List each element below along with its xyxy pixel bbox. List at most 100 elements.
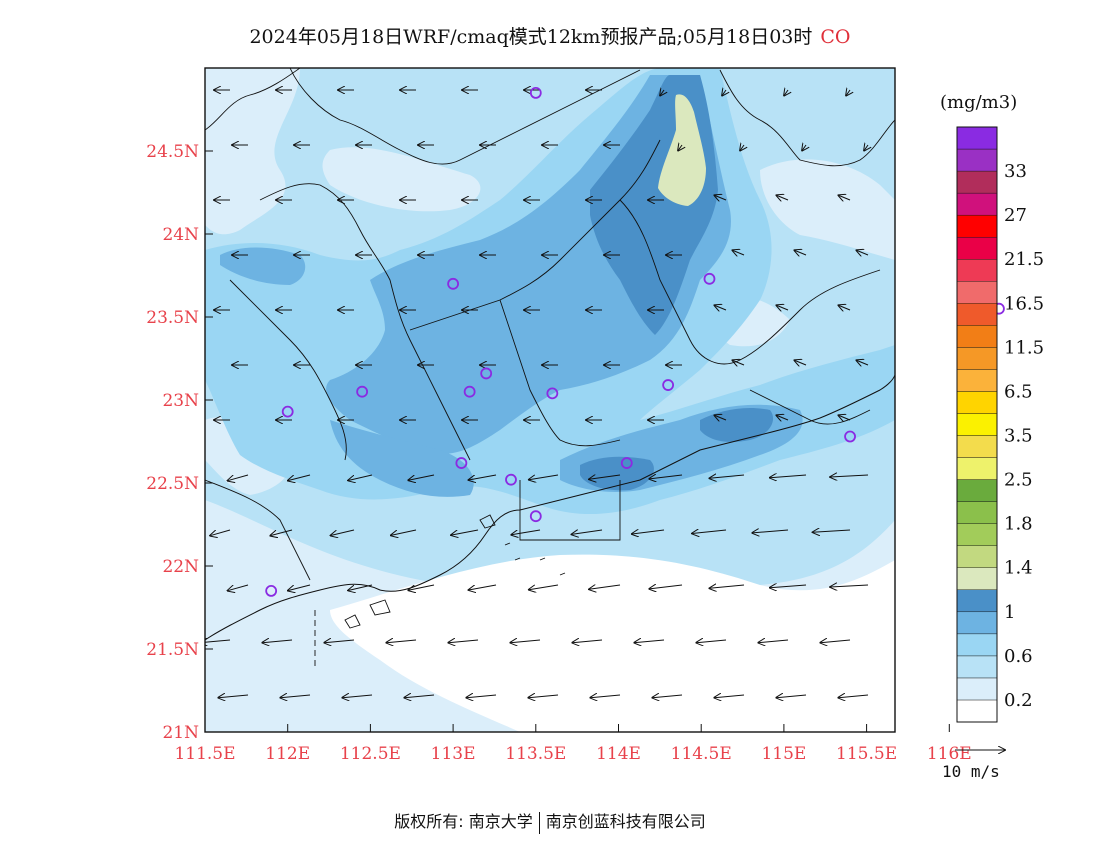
colorbar-labels: 0.2 0.6 1 1.4 1.8 2.5 3.5 6.5 11.5 16.5 21.5 27 33: [1004, 161, 1044, 711]
colorbar-swatch: [956, 126, 998, 150]
colorbar-swatch: [956, 611, 998, 635]
colorbar-swatch: [956, 545, 998, 568]
wind-vector-arrow: [342, 695, 373, 698]
wind-vector-arrow: [776, 195, 789, 200]
colorbar-swatch: [956, 214, 998, 238]
wind-vector-arrow: [528, 695, 559, 698]
wind-vector-arrow: [714, 195, 727, 200]
wind-vector-arrow: [714, 415, 727, 420]
lon-tick-label: 112E: [265, 744, 310, 764]
wind-vector-arrow: [838, 415, 851, 420]
coastline: [205, 374, 895, 641]
wind-vector-arrow: [210, 529, 231, 536]
wind-vector-arrow: [710, 585, 745, 588]
monitoring-station-marker: [356, 385, 369, 398]
wind-vector-arrow: [391, 529, 417, 535]
lon-tick-label: 112.5E: [340, 744, 401, 764]
wind-vector-arrow: [856, 250, 869, 255]
wind-vector-arrow: [794, 360, 807, 365]
colorbar-label: 0.2: [1004, 690, 1033, 711]
wind-vector-arrow: [324, 640, 355, 643]
wind-vector-arrow: [732, 360, 745, 365]
wind-vector-arrow: [838, 195, 851, 200]
colorbar-frame: [956, 126, 998, 723]
wind-vector-arrow: [469, 584, 497, 590]
colorbar-label: 21.5: [1004, 249, 1044, 270]
colorbar-label: 2.5: [1004, 470, 1033, 491]
field-0.8-delta: [330, 420, 474, 497]
wind-vector-arrow: [228, 584, 249, 591]
wind-vector-arrow: [511, 529, 541, 535]
lon-tick-label: 115E: [761, 744, 806, 764]
monitoring-station-marker: [480, 367, 493, 380]
page-title: 2024年05月18日WRF/cmaq模式12km预报产品;05月18日03时 C…: [0, 22, 1100, 49]
map-panel: [205, 68, 895, 732]
wind-vector-arrow: [529, 584, 559, 590]
lat-tick-label: 23N: [162, 391, 199, 411]
wind-vector-arrow: [856, 360, 869, 365]
monitoring-station-marker: [703, 272, 716, 285]
wind-vector-arrow: [802, 145, 806, 151]
lon-tick-label: 114.5E: [671, 744, 732, 764]
wind-vector-arrow: [404, 695, 435, 698]
copyright-footer: 版权所有: 南京大学 南京创蓝科技有限公司: [0, 808, 1100, 834]
colorbar-swatch: [956, 347, 998, 370]
lon-tick-label: 116E: [927, 744, 972, 764]
wind-vector-arrow: [758, 640, 789, 643]
wind-vector-arrow: [710, 475, 745, 478]
monitoring-station-marker: [447, 277, 460, 290]
lat-tick-label: 21N: [162, 723, 199, 743]
wind-vector-arrow: [408, 584, 435, 590]
city-boundary-1: [259, 183, 471, 461]
colorbar-swatch: [956, 677, 998, 701]
colorbar-swatch: [956, 303, 998, 326]
colorbar-swatch: [956, 567, 998, 590]
wind-vector-arrow: [510, 640, 541, 643]
wind-vector-arrow: [838, 695, 869, 698]
wind-vector-arrow: [262, 640, 293, 643]
wind-vector-arrow: [280, 695, 311, 698]
title-main: 2024年05月18日WRF/cmaq模式12km预报产品;05月18日03时: [249, 26, 813, 48]
colorbar-swatch: [956, 281, 998, 304]
wind-vector-arrow: [270, 529, 293, 536]
wind-vector-arrow: [714, 695, 745, 698]
colorbar-label: 16.5: [1004, 293, 1044, 314]
wind-vector-arrow: [776, 695, 807, 698]
wind-vector-arrow: [776, 305, 789, 310]
copyright-owner-2: 南京创蓝科技有限公司: [545, 812, 706, 831]
wind-vector-arrow: [451, 529, 479, 535]
monitoring-station-marker: [529, 87, 542, 99]
wind-vector-arrow: [770, 585, 807, 588]
city-boundary-3: [499, 299, 621, 447]
colorbar-swatch: [956, 192, 998, 216]
wind-vector-arrow: [722, 90, 726, 96]
wind-vector-arrow: [714, 305, 727, 310]
field-0.2-north: [322, 147, 481, 212]
colorbar-swatch: [956, 170, 998, 194]
wind-vector-arrow: [776, 415, 789, 420]
colorbar-swatch: [956, 259, 998, 282]
wind-vector-arrow: [288, 474, 311, 481]
copyright-separator: [538, 811, 540, 834]
wind-vector-arrow: [331, 529, 355, 536]
wind-vector-arrow: [634, 640, 665, 643]
lon-tick-label: 115.5E: [836, 744, 897, 764]
monitoring-station-marker: [455, 457, 468, 469]
wind-vector-arrow: [288, 584, 311, 591]
lat-tick-label: 24.5N: [146, 142, 199, 162]
wind-vectors: [205, 90, 869, 698]
monitoring-station-marker: [546, 387, 559, 400]
wind-vector-arrow: [692, 530, 727, 533]
wind-vector-arrow: [218, 695, 249, 698]
wind-vector-arrow: [590, 695, 621, 698]
city-boundary-4: [619, 199, 881, 365]
wind-vector-arrow: [864, 145, 868, 151]
colorbar-label: 3.5: [1004, 426, 1033, 447]
colorbar-swatch: [956, 413, 998, 436]
wind-vector-arrow: [770, 475, 807, 478]
colorbar: (mg/m3) 0.2 0.6 1 1.4 1.8 2.5 3.5 6.5 11.5 16.5 21…: [940, 92, 1044, 723]
wind-vector-arrow: [678, 145, 682, 151]
colorbar-swatches: [956, 126, 998, 723]
monitoring-station-marker: [529, 510, 542, 523]
